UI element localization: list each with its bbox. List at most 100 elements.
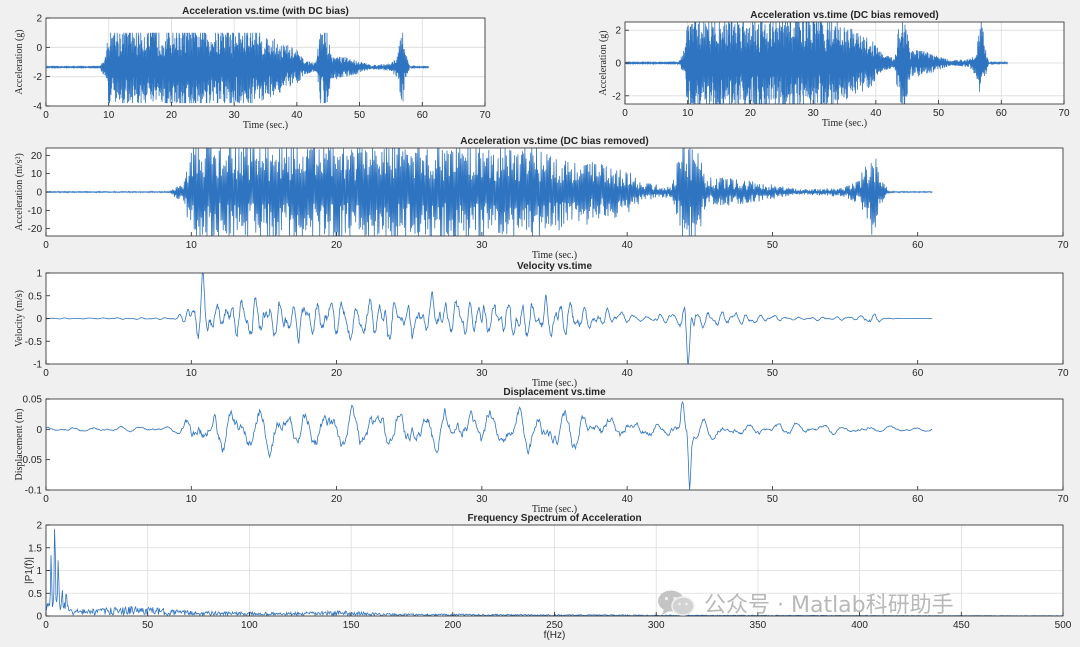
y-tick-label: -2 bbox=[33, 72, 42, 83]
x-tick-label: 30 bbox=[476, 494, 488, 505]
y-axis-label: Acceleration (m/s²) bbox=[14, 153, 25, 231]
y-tick-label: 1 bbox=[36, 566, 42, 577]
x-tick-label: 40 bbox=[622, 368, 634, 379]
y-tick-label: 0 bbox=[36, 612, 42, 623]
x-tick-label: 70 bbox=[479, 110, 491, 121]
y-tick-label: 0 bbox=[36, 43, 42, 54]
wechat-icon bbox=[658, 590, 695, 616]
x-tick-label: 70 bbox=[1058, 108, 1070, 119]
axes-box bbox=[45, 398, 1064, 491]
x-tick-label: 30 bbox=[229, 110, 241, 121]
x-axis-label: Time (sec.) bbox=[532, 378, 577, 389]
y-tick-label: 0.05 bbox=[23, 395, 43, 406]
series-line bbox=[46, 32, 429, 104]
x-tick-label: 20 bbox=[166, 110, 178, 121]
x-tick-label: 50 bbox=[767, 368, 779, 379]
y-axis-label: Acceleration (g) bbox=[598, 30, 609, 95]
x-tick-label: 250 bbox=[546, 620, 563, 631]
x-tick-label: 200 bbox=[444, 620, 461, 631]
x-tick-label: 350 bbox=[750, 620, 767, 631]
chart-acc-bias: 0 10 20 30 40 50 60 70 -4 -2 0 2 Acceleration vs.tim… bbox=[14, 6, 491, 131]
x-tick-label: 300 bbox=[648, 620, 665, 631]
y-tick-label: 1 bbox=[36, 269, 42, 280]
y-tick-label: 2 bbox=[36, 521, 42, 532]
y-tick-label: -4 bbox=[33, 102, 42, 113]
x-tick-label: 20 bbox=[331, 240, 343, 251]
x-tick-label: 40 bbox=[870, 108, 882, 119]
series-line bbox=[46, 400, 933, 490]
x-tick-label: 60 bbox=[912, 240, 924, 251]
x-tick-label: 60 bbox=[417, 110, 429, 121]
y-axis-label: Velocity (m/s) bbox=[14, 290, 25, 347]
y-tick-label: 10 bbox=[31, 169, 43, 180]
chart-acc-ms2: 0 10 20 30 40 50 60 70 -20 -10 0 10 20 Acceleration v… bbox=[14, 136, 1069, 261]
y-tick-label: 0 bbox=[36, 188, 42, 199]
y-tick-label: -10 bbox=[28, 206, 43, 217]
chart-title: Acceleration vs.time (DC bias removed) bbox=[460, 136, 648, 147]
chart-spectrum: 0 50 100 150 200 250 300 350 400 450 500 0 0.5 1 1.5 2 F… bbox=[24, 513, 1072, 641]
chart-title: Acceleration vs.time (with DC bias) bbox=[182, 6, 349, 17]
y-tick-label: -1 bbox=[33, 360, 42, 371]
x-tick-label: 70 bbox=[1057, 368, 1069, 379]
y-tick-label: 0.5 bbox=[28, 589, 42, 600]
x-tick-label: 0 bbox=[43, 240, 49, 251]
x-tick-label: 150 bbox=[343, 620, 360, 631]
axes-box bbox=[45, 17, 486, 107]
watermark-text: 公众号 · Matlab科研助手 bbox=[704, 593, 954, 618]
x-tick-label: 10 bbox=[103, 110, 115, 121]
series-line bbox=[625, 22, 1008, 104]
x-tick-label: 30 bbox=[476, 240, 488, 251]
y-tick-label: -0.5 bbox=[25, 337, 43, 348]
series-line bbox=[46, 148, 933, 236]
x-tick-label: 20 bbox=[331, 494, 343, 505]
x-tick-label: 40 bbox=[622, 240, 634, 251]
plot-area bbox=[46, 399, 1063, 490]
y-tick-label: -20 bbox=[28, 224, 43, 235]
x-tick-label: 500 bbox=[1055, 620, 1072, 631]
x-tick-label: 0 bbox=[43, 620, 49, 631]
y-axis-label: |P1(f)| bbox=[24, 557, 35, 584]
y-tick-label: 0.5 bbox=[28, 291, 42, 302]
x-tick-label: 30 bbox=[808, 108, 820, 119]
x-tick-label: 100 bbox=[241, 620, 258, 631]
x-tick-label: 0 bbox=[43, 110, 49, 121]
y-tick-label: 1.5 bbox=[28, 543, 42, 554]
x-tick-label: 60 bbox=[912, 368, 924, 379]
y-axis-label: Acceleration (g) bbox=[14, 29, 25, 94]
chart-displacement: 0 10 20 30 40 50 60 70 -0.1 -0.05 0 0.05 Displacemen… bbox=[14, 387, 1069, 515]
x-tick-label: 60 bbox=[912, 494, 924, 505]
x-tick-label: 20 bbox=[745, 108, 757, 119]
x-tick-label: 50 bbox=[767, 494, 779, 505]
x-tick-label: 50 bbox=[767, 240, 779, 251]
x-axis-label: Time (sec.) bbox=[243, 120, 288, 131]
x-tick-label: 70 bbox=[1057, 494, 1069, 505]
x-tick-label: 400 bbox=[851, 620, 868, 631]
x-tick-label: 40 bbox=[622, 494, 634, 505]
y-tick-label: 0 bbox=[615, 59, 621, 70]
x-tick-label: 450 bbox=[953, 620, 970, 631]
chart-title: Acceleration vs.time (DC bias removed) bbox=[750, 10, 938, 21]
y-axis-label: Displacement (m) bbox=[14, 409, 25, 481]
x-tick-label: 70 bbox=[1057, 240, 1069, 251]
y-tick-label: 0 bbox=[36, 314, 42, 325]
x-tick-label: 0 bbox=[43, 494, 49, 505]
x-tick-label: 60 bbox=[996, 108, 1008, 119]
y-tick-label: 2 bbox=[615, 26, 621, 37]
x-axis-label: Time (sec.) bbox=[532, 250, 577, 261]
x-tick-label: 50 bbox=[933, 108, 945, 119]
y-tick-label: 2 bbox=[36, 14, 42, 25]
chart-title: Frequency Spectrum of Acceleration bbox=[467, 513, 641, 524]
chart-title: Displacement vs.time bbox=[503, 387, 606, 398]
y-tick-label: 20 bbox=[31, 151, 43, 162]
x-axis-label: Time (sec.) bbox=[532, 504, 577, 515]
x-axis-label: Time (sec.) bbox=[822, 118, 867, 129]
y-tick-label: 0 bbox=[36, 425, 42, 436]
chart-velocity: 0 10 20 30 40 50 60 70 -1 -0.5 0 0.5 1 Velocity vs.ti… bbox=[14, 261, 1069, 389]
x-tick-label: 50 bbox=[354, 110, 366, 121]
x-tick-label: 10 bbox=[186, 368, 198, 379]
x-axis-label: f(Hz) bbox=[544, 630, 566, 641]
x-tick-label: 50 bbox=[142, 620, 154, 631]
x-tick-label: 0 bbox=[43, 368, 49, 379]
x-tick-label: 20 bbox=[331, 368, 343, 379]
